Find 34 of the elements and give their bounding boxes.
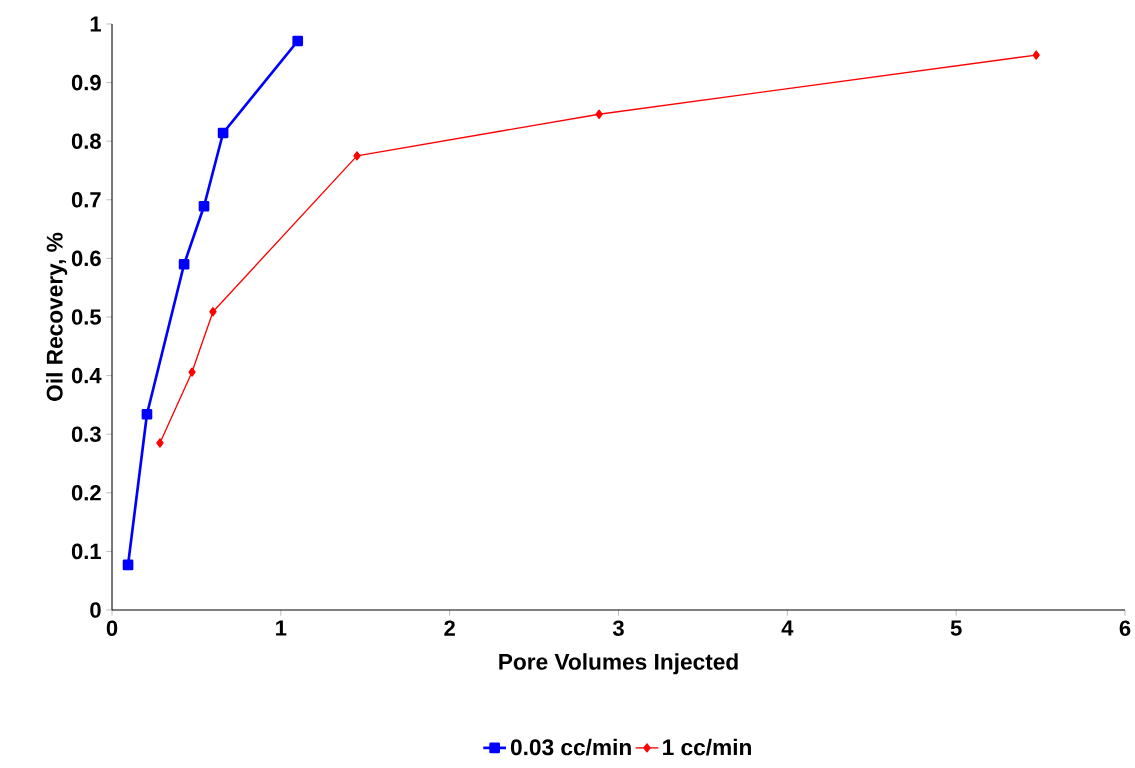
point bbox=[141, 408, 153, 420]
y-tick-label: 0.9 bbox=[71, 74, 101, 91]
point bbox=[595, 109, 603, 119]
x-tick-label: 6 bbox=[1119, 620, 1131, 636]
y-tick-label: 0.2 bbox=[71, 485, 101, 501]
x-tick-label: 4 bbox=[781, 620, 794, 636]
legend-label: 0.03 cc/min bbox=[510, 738, 631, 756]
x-tick-label: 1 bbox=[276, 620, 287, 636]
point bbox=[198, 200, 210, 212]
x-tick-label: 3 bbox=[612, 620, 624, 637]
point bbox=[156, 438, 164, 448]
point bbox=[122, 559, 134, 571]
y-tick-label: 0.5 bbox=[71, 309, 101, 325]
y-tick-label: 0.6 bbox=[71, 250, 101, 267]
point bbox=[178, 258, 190, 270]
x-tick-label: 0 bbox=[106, 620, 118, 636]
legend-label: 1 cc/min bbox=[663, 738, 751, 756]
point bbox=[209, 307, 217, 317]
y-tick-label: 0.7 bbox=[71, 192, 101, 208]
point bbox=[217, 127, 229, 139]
y-tick-label: 0 bbox=[90, 602, 101, 618]
y-tick-label: 0.3 bbox=[71, 426, 101, 443]
point bbox=[353, 151, 361, 161]
point bbox=[292, 35, 304, 47]
y-tick-label: 0.8 bbox=[71, 133, 101, 149]
x-tick-label: 5 bbox=[950, 620, 962, 636]
y-axis-title: Oil Recovery, % bbox=[46, 232, 68, 401]
x-axis-title: Pore Volumes Injected bbox=[499, 653, 738, 675]
y-tick-label: 1 bbox=[90, 16, 101, 32]
point bbox=[1032, 50, 1040, 60]
y-tick-label: 0.4 bbox=[71, 367, 102, 384]
x-tick-label: 2 bbox=[444, 620, 455, 636]
y-tick-label: 0.1 bbox=[71, 543, 101, 560]
point bbox=[188, 367, 196, 377]
